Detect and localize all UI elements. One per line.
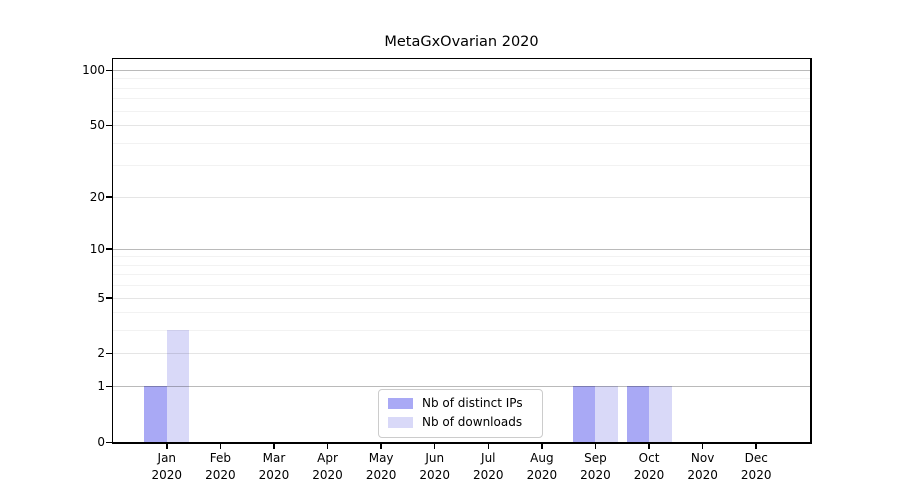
minor-gridline: [113, 98, 810, 100]
bar-distinct-ips: [572, 386, 596, 442]
minor-gridline: [113, 110, 810, 112]
x-axis-tick: [326, 443, 329, 449]
x-tick-label: Apr 2020: [312, 451, 343, 482]
bar-downloads: [649, 386, 672, 442]
y-tick-label: 0: [97, 435, 105, 449]
bar-downloads: [166, 330, 190, 442]
y-axis-tick: [105, 69, 112, 71]
y-axis-tick: [105, 352, 112, 355]
x-axis-tick: [219, 443, 222, 449]
x-tick-label: Mar 2020: [258, 451, 290, 482]
minor-gridline: [113, 256, 810, 258]
x-axis-tick: [755, 443, 757, 449]
legend-swatch-distinct-ips-icon: [388, 398, 413, 409]
x-tick-label: Sep 2020: [580, 451, 611, 482]
y-axis-tick: [105, 297, 112, 299]
minor-gridline: [113, 330, 810, 332]
minor-gridline: [113, 264, 810, 266]
x-axis-tick: [594, 443, 597, 449]
y-axis-tick: [105, 124, 112, 127]
legend-item-downloads: Nb of downloads: [388, 415, 532, 430]
bar-distinct-ips: [626, 386, 650, 442]
y-axis-line: [111, 57, 113, 444]
legend-item-distinct-ips: Nb of distinct IPs: [388, 396, 532, 411]
minor-gridline: [113, 274, 810, 276]
x-tick-label: Dec 2020: [740, 451, 772, 482]
x-axis-tick: [541, 443, 543, 449]
legend-label-distinct-ips: Nb of distinct IPs: [422, 396, 523, 410]
y-tick-label: 10: [89, 241, 105, 256]
major-gridline: [113, 125, 810, 127]
x-axis-tick: [701, 443, 704, 449]
minor-gridline: [113, 78, 810, 80]
y-tick-label: 50: [89, 118, 105, 133]
legend-swatch-downloads-icon: [388, 417, 413, 428]
y-axis-tick: [105, 441, 112, 443]
x-axis-tick: [380, 443, 382, 449]
major-gridline: [113, 297, 810, 299]
y-tick-label: 1: [97, 379, 105, 394]
y-tick-label: 5: [97, 290, 105, 305]
x-axis-tick: [487, 443, 490, 449]
y-axis-tick: [105, 248, 112, 250]
plot-area: [113, 59, 810, 442]
bar-distinct-ips: [144, 386, 167, 442]
minor-gridline: [113, 142, 810, 144]
x-axis-tick: [648, 443, 650, 449]
y-tick-label: 20: [89, 189, 105, 204]
y-tick-label: 2: [97, 346, 105, 361]
bar-downloads: [595, 386, 618, 442]
major-gridline: [113, 386, 810, 388]
x-tick-label: Aug 2020: [526, 451, 558, 482]
minor-gridline: [113, 312, 810, 314]
major-gridline: [113, 353, 810, 355]
x-tick-label: Nov 2020: [687, 451, 718, 482]
legend: Nb of distinct IPs Nb of downloads: [378, 389, 543, 438]
chart-title: MetaGxOvarian 2020: [384, 34, 539, 50]
x-tick-label: Oct 2020: [633, 451, 665, 482]
minor-gridline: [113, 285, 810, 287]
y-axis-tick: [105, 196, 112, 198]
minor-gridline: [113, 165, 810, 167]
x-tick-label: May 2020: [365, 451, 397, 482]
y-tick-label: 100: [82, 63, 105, 77]
plot-border-top: [111, 57, 812, 59]
x-tick-label: Jan 2020: [151, 451, 183, 482]
major-gridline: [113, 70, 810, 71]
x-tick-label: Jun 2020: [419, 451, 450, 482]
x-axis-tick: [166, 443, 168, 449]
major-gridline: [113, 196, 810, 198]
x-axis-line: [111, 442, 812, 444]
x-axis-tick: [273, 443, 275, 449]
minor-gridline: [113, 87, 810, 89]
major-gridline: [113, 248, 810, 250]
plot-border-right: [810, 57, 812, 444]
x-tick-label: Feb 2020: [205, 451, 236, 482]
x-tick-label: Jul 2020: [473, 451, 504, 482]
legend-label-downloads: Nb of downloads: [422, 415, 523, 429]
y-axis-tick: [105, 385, 112, 388]
x-axis-tick: [433, 443, 436, 449]
